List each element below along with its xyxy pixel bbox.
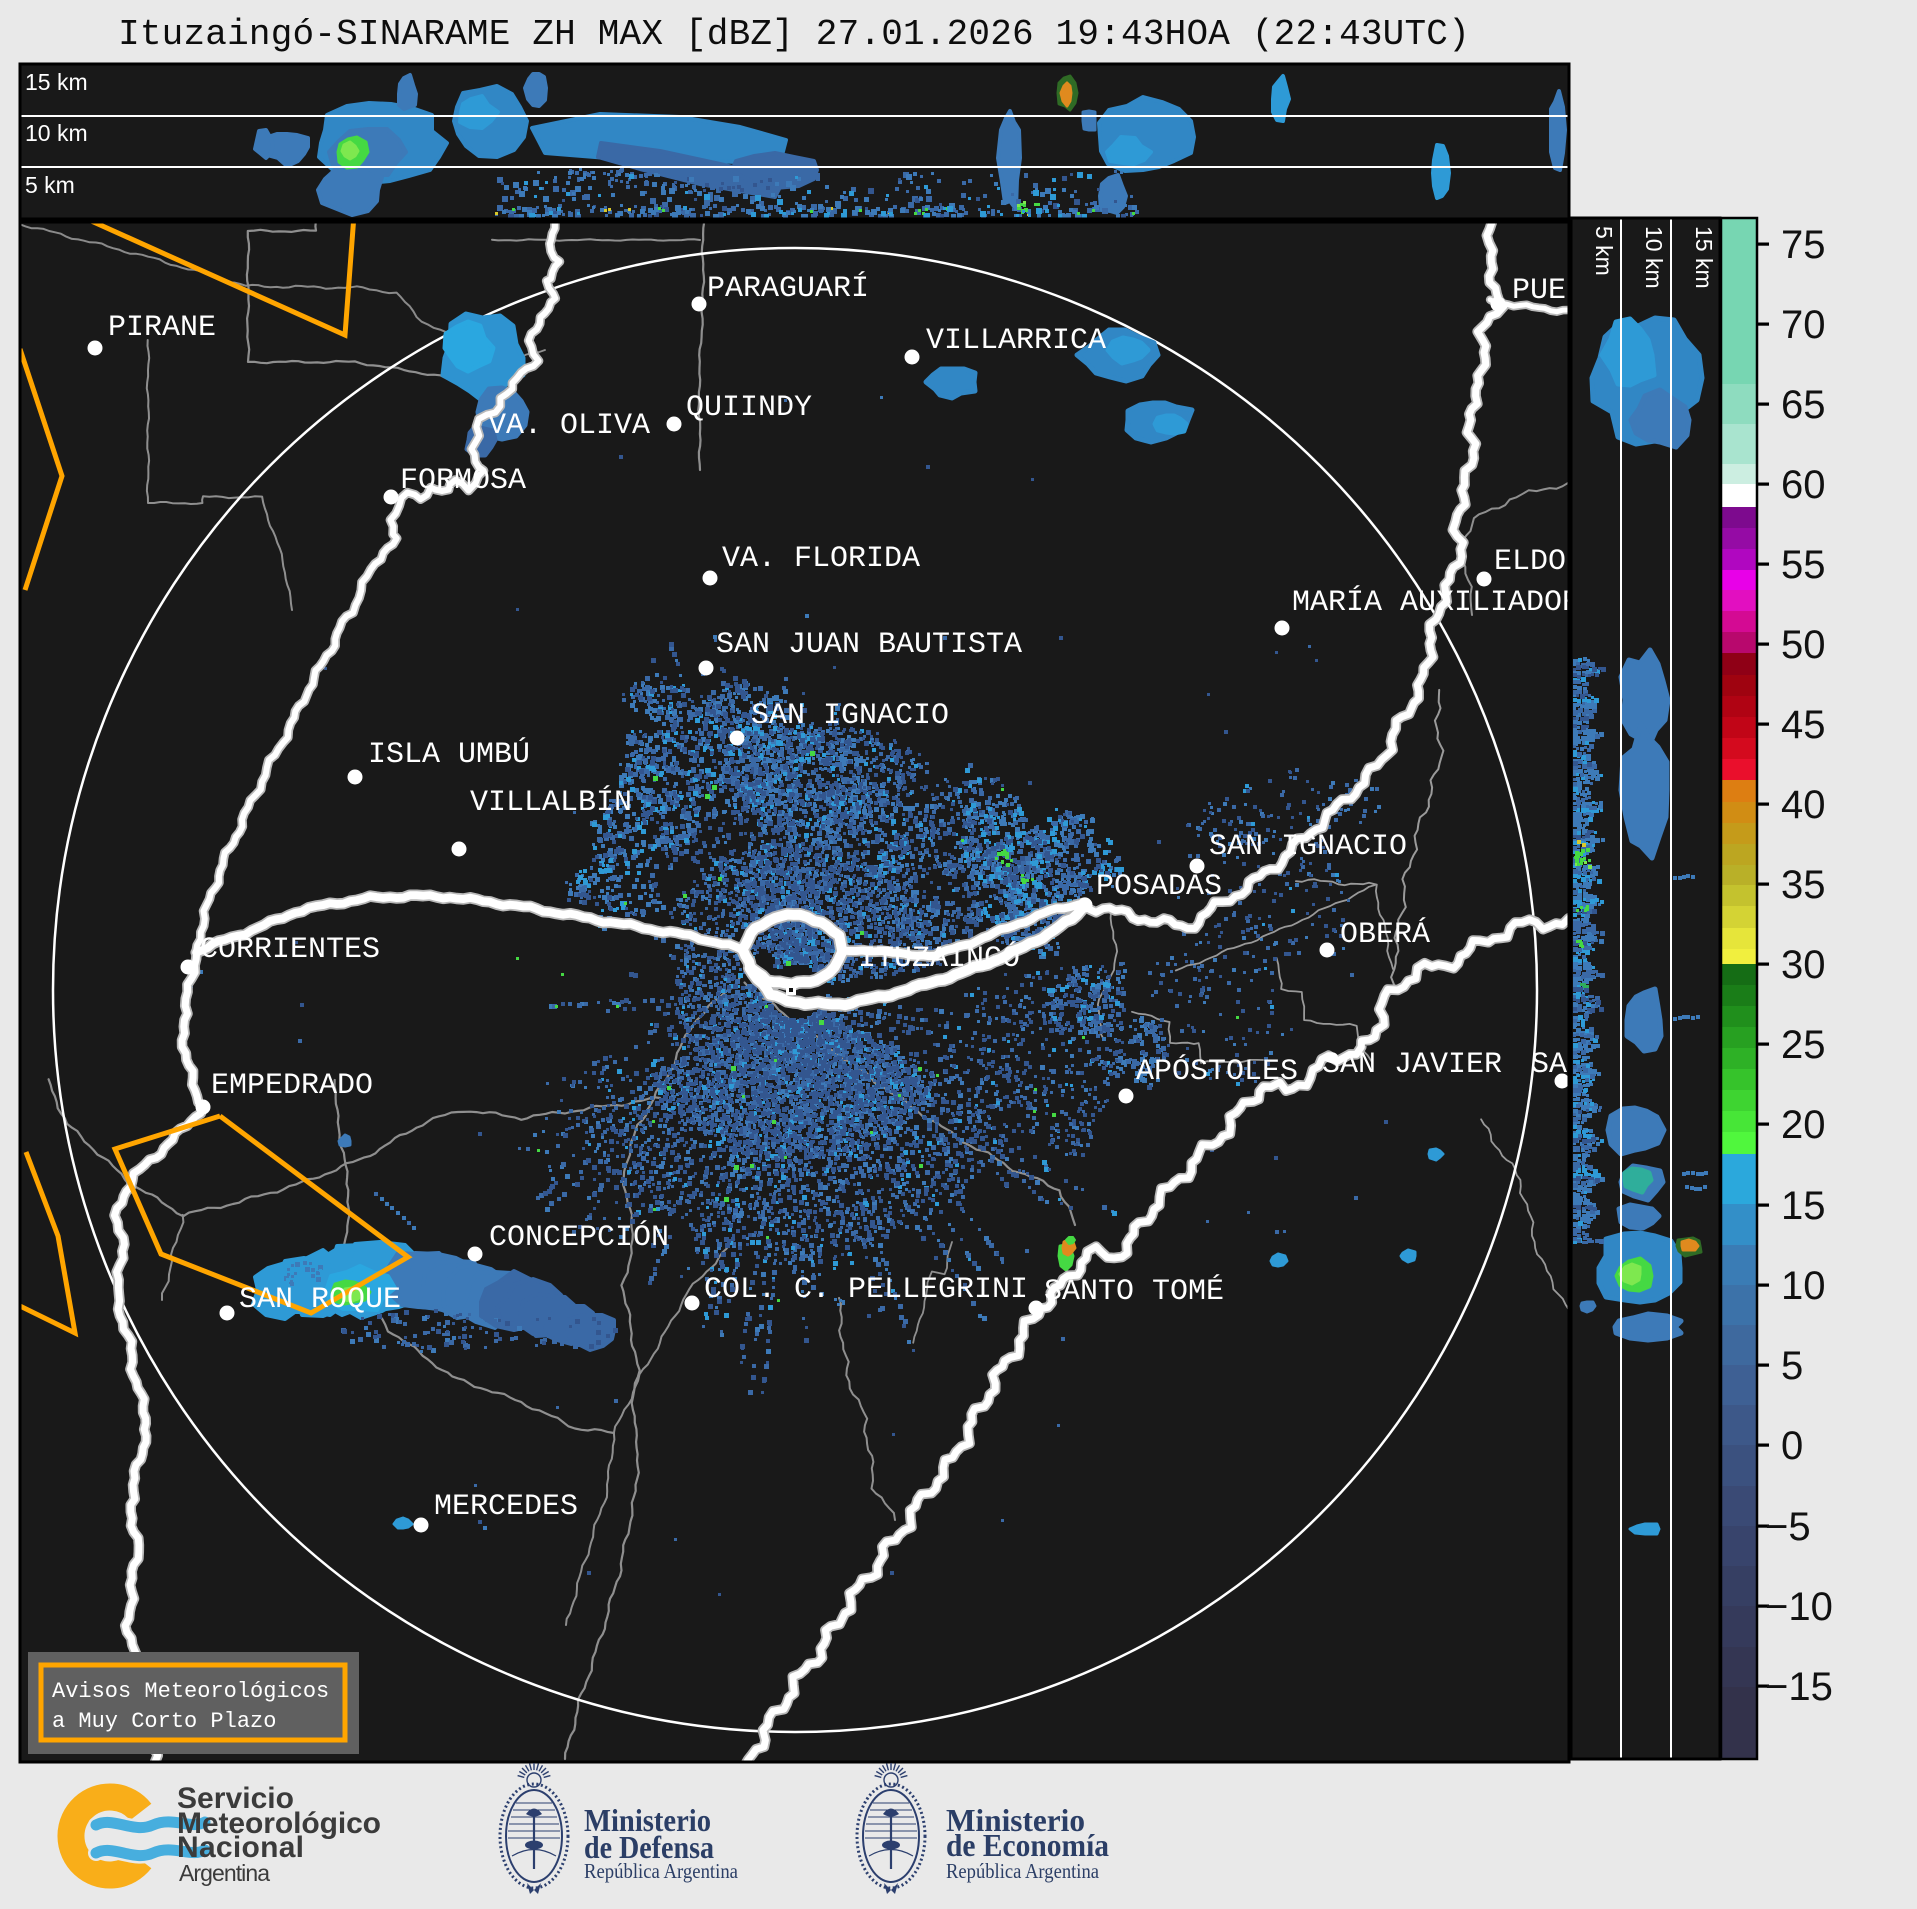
svg-text:SAN JAVIER: SAN JAVIER bbox=[1322, 1048, 1502, 1082]
svg-text:VA. FLORIDA: VA. FLORIDA bbox=[722, 542, 920, 576]
svg-text:POSADAS: POSADAS bbox=[1096, 870, 1222, 904]
svg-text:10 km: 10 km bbox=[25, 120, 88, 146]
svg-text:20: 20 bbox=[1781, 1103, 1826, 1147]
svg-text:70: 70 bbox=[1781, 303, 1826, 347]
svg-text:65: 65 bbox=[1781, 383, 1826, 427]
svg-text:40: 40 bbox=[1781, 783, 1826, 827]
svg-text:COL. C. PELLEGRINI: COL. C. PELLEGRINI bbox=[704, 1273, 1028, 1307]
svg-text:VA. OLIVA: VA. OLIVA bbox=[488, 409, 650, 443]
svg-text:SAN IGNACIO: SAN IGNACIO bbox=[1209, 830, 1407, 864]
svg-text:Ministerio: Ministerio bbox=[946, 1802, 1085, 1838]
svg-text:EMPEDRADO: EMPEDRADO bbox=[211, 1069, 373, 1103]
svg-text:República Argentina: República Argentina bbox=[946, 1859, 1100, 1883]
svg-text:ISLA UMBÚ: ISLA UMBÚ bbox=[368, 737, 530, 772]
svg-text:MERCEDES: MERCEDES bbox=[434, 1490, 578, 1524]
svg-text:SAN ROQUE: SAN ROQUE bbox=[239, 1283, 401, 1317]
svg-text:CONCEPCIÓN: CONCEPCIÓN bbox=[489, 1220, 669, 1255]
svg-text:Avisos Meteorológicos: Avisos Meteorológicos bbox=[52, 1679, 329, 1704]
svg-text:55: 55 bbox=[1781, 543, 1826, 587]
svg-text:Ministerio: Ministerio bbox=[584, 1802, 711, 1838]
svg-text:QUIINDY: QUIINDY bbox=[686, 391, 812, 425]
svg-text:FORMOSA: FORMOSA bbox=[400, 464, 526, 498]
svg-text:15: 15 bbox=[1781, 1184, 1826, 1228]
svg-text:45: 45 bbox=[1781, 703, 1826, 747]
svg-text:60: 60 bbox=[1781, 463, 1826, 507]
svg-text:SANTO TOMÉ: SANTO TOMÉ bbox=[1044, 1274, 1224, 1309]
svg-text:−5: −5 bbox=[1765, 1505, 1811, 1549]
svg-text:−15: −15 bbox=[1765, 1665, 1833, 1709]
svg-text:OBERÁ: OBERÁ bbox=[1340, 917, 1430, 952]
svg-text:de Economía: de Economía bbox=[946, 1827, 1109, 1863]
svg-text:VILLARRICA: VILLARRICA bbox=[926, 324, 1106, 358]
svg-text:PIRANE: PIRANE bbox=[108, 311, 216, 345]
svg-text:MARÍA AUXILIADOR: MARÍA AUXILIADOR bbox=[1292, 585, 1580, 620]
svg-text:10 km: 10 km bbox=[1641, 226, 1667, 289]
svg-text:SAN: SAN bbox=[1531, 1048, 1585, 1082]
svg-text:50: 50 bbox=[1781, 623, 1826, 667]
svg-text:75: 75 bbox=[1781, 223, 1826, 267]
svg-text:5 km: 5 km bbox=[1591, 226, 1617, 276]
svg-text:35: 35 bbox=[1781, 863, 1826, 907]
svg-text:de Defensa: de Defensa bbox=[584, 1829, 714, 1865]
svg-text:CORRIENTES: CORRIENTES bbox=[200, 933, 380, 967]
svg-text:30: 30 bbox=[1781, 943, 1826, 987]
svg-text:10: 10 bbox=[1781, 1264, 1826, 1308]
svg-text:República Argentina: República Argentina bbox=[584, 1859, 739, 1883]
svg-text:15 km: 15 km bbox=[1691, 226, 1717, 289]
svg-text:Argentina: Argentina bbox=[179, 1860, 270, 1886]
svg-text:Nacional: Nacional bbox=[177, 1831, 304, 1864]
svg-text:ITUZAINGÓ: ITUZAINGÓ bbox=[858, 941, 1020, 976]
svg-text:−10: −10 bbox=[1765, 1585, 1833, 1629]
svg-text:Ituzaingó-SINARAME ZH MAX [dBZ: Ituzaingó-SINARAME ZH MAX [dBZ] 27.01.20… bbox=[118, 14, 1470, 55]
svg-text:ELDOR: ELDOR bbox=[1494, 545, 1584, 579]
svg-text:PUE: PUE bbox=[1512, 274, 1566, 308]
svg-text:15 km: 15 km bbox=[25, 69, 88, 95]
svg-text:Servicio: Servicio bbox=[177, 1782, 294, 1815]
svg-text:5 km: 5 km bbox=[25, 172, 75, 198]
svg-text:SAN JUAN BAUTISTA: SAN JUAN BAUTISTA bbox=[716, 628, 1022, 662]
svg-text:SAN IGNACIO: SAN IGNACIO bbox=[751, 699, 949, 733]
svg-text:25: 25 bbox=[1781, 1023, 1826, 1067]
svg-text:APÓSTOLES: APÓSTOLES bbox=[1136, 1054, 1298, 1089]
svg-text:0: 0 bbox=[1781, 1424, 1803, 1468]
svg-text:a Muy Corto Plazo: a Muy Corto Plazo bbox=[52, 1709, 276, 1734]
svg-text:Meteorológico: Meteorológico bbox=[177, 1807, 381, 1840]
svg-text:5: 5 bbox=[1781, 1344, 1803, 1388]
svg-text:VILLALBÍN: VILLALBÍN bbox=[470, 785, 632, 820]
svg-text:PARAGUARÍ: PARAGUARÍ bbox=[707, 271, 869, 306]
